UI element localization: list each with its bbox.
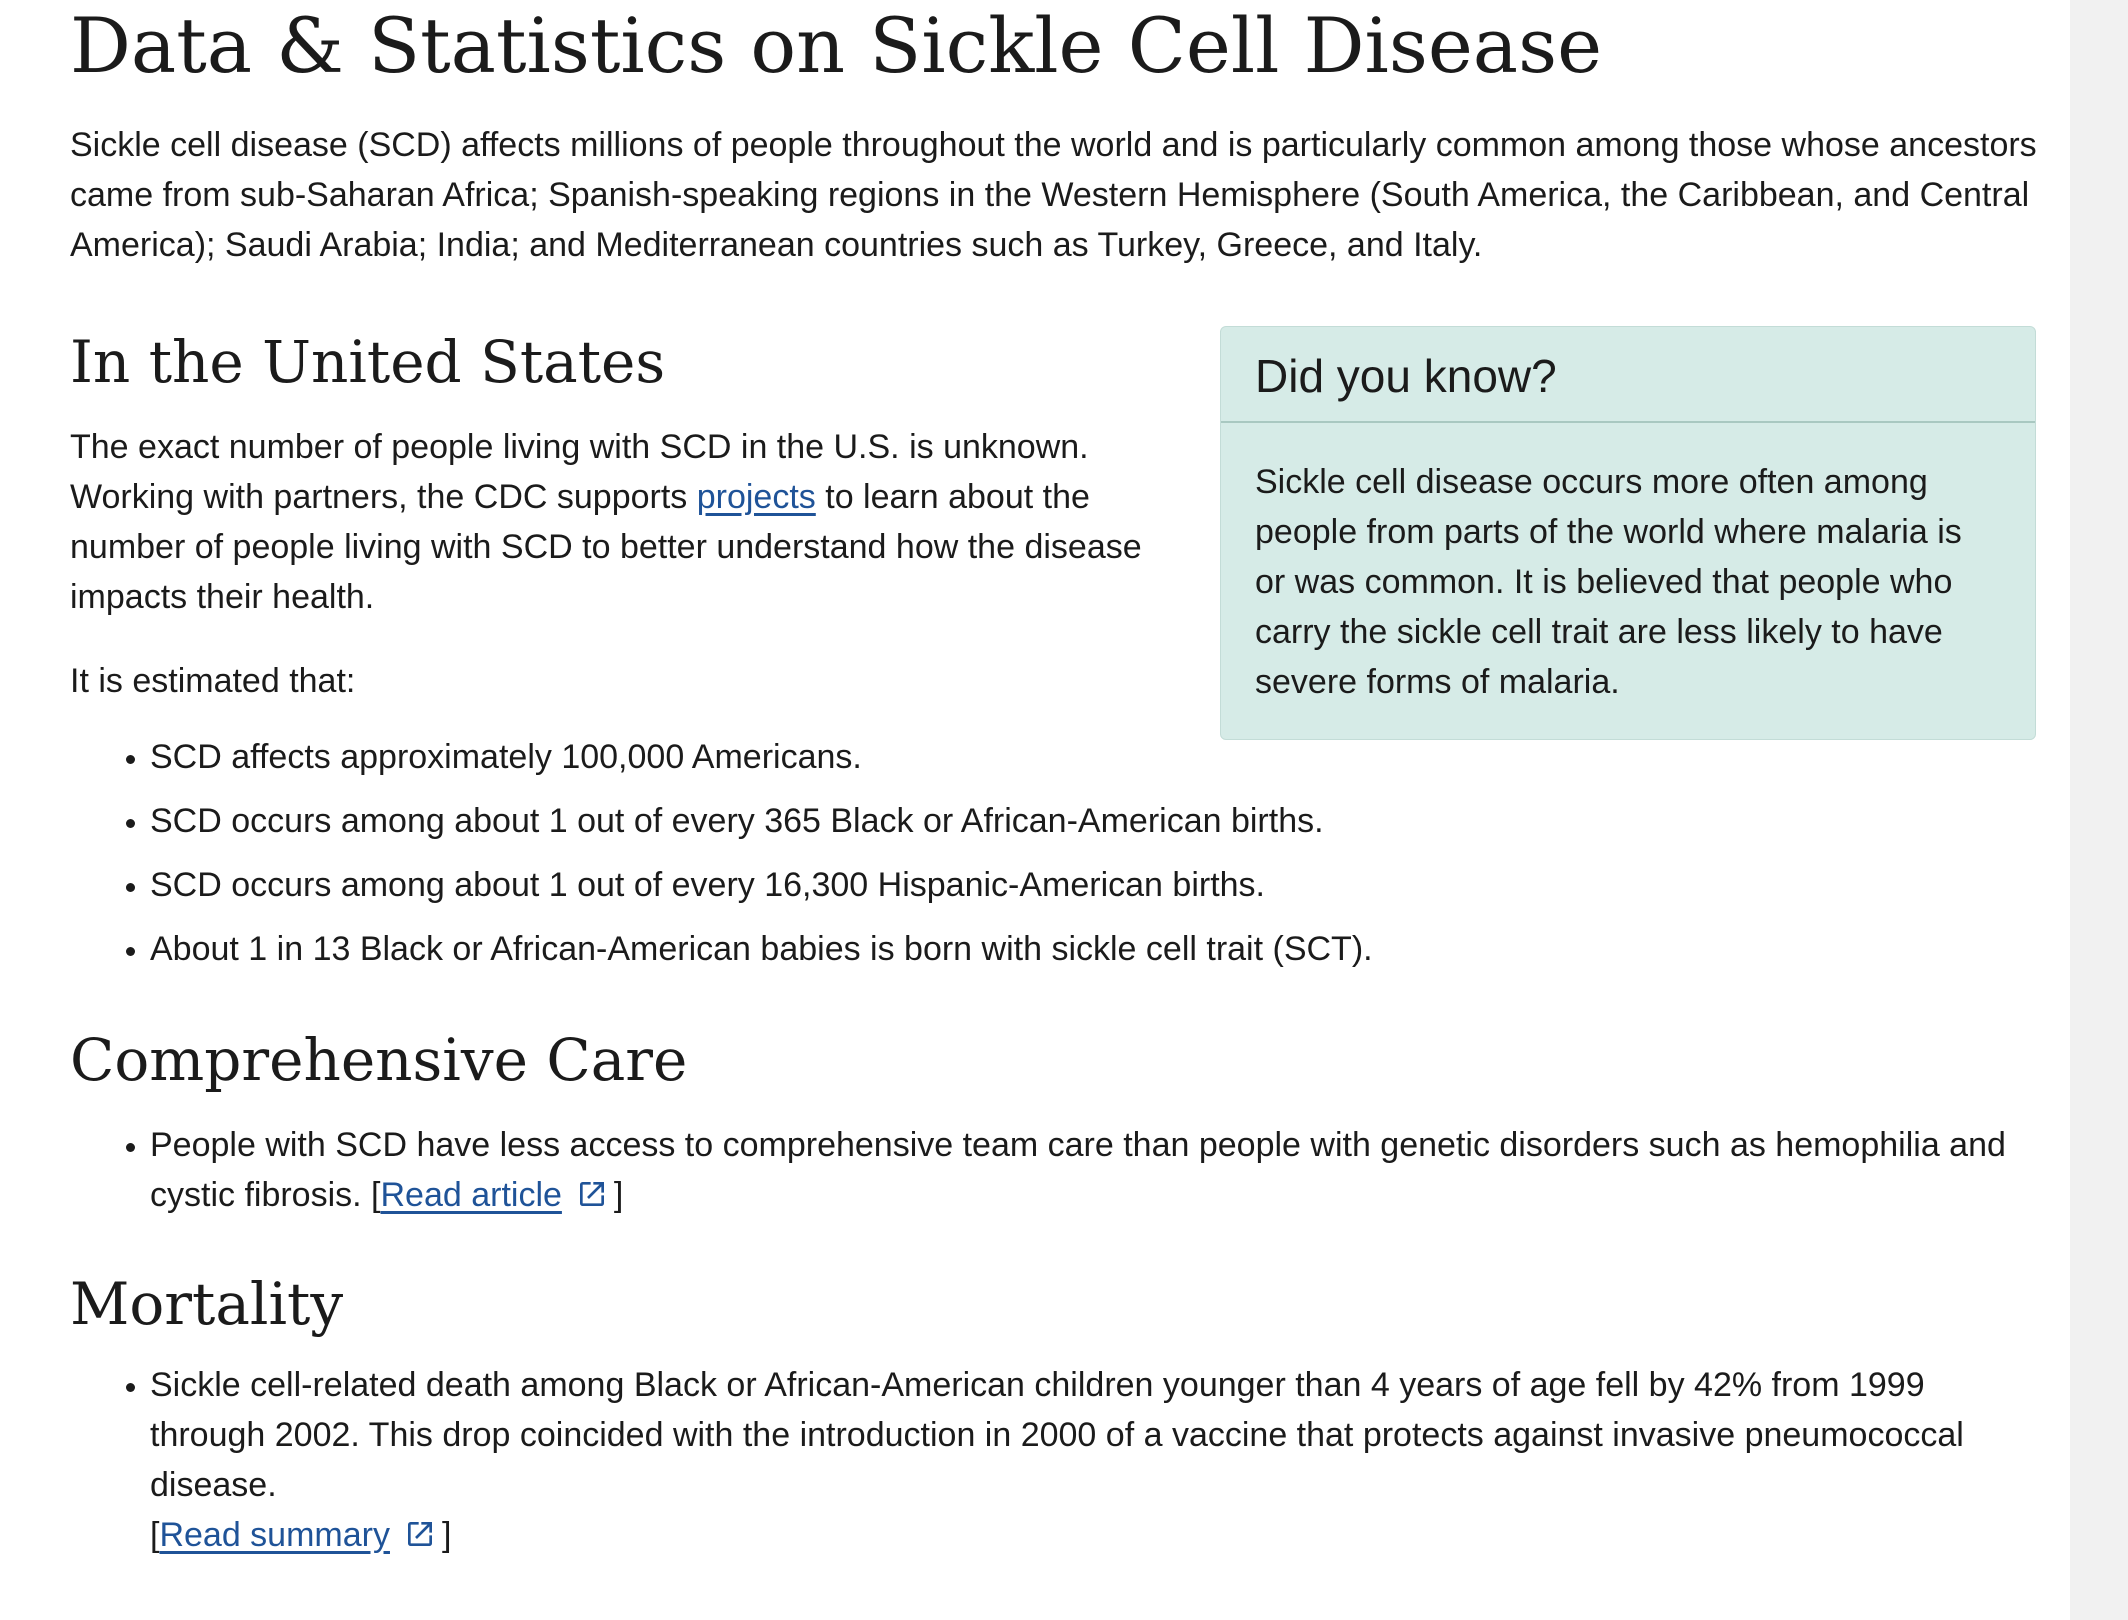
list-item: SCD occurs among about 1 out of every 16…: [150, 860, 2040, 910]
list-item: Sickle cell-related death among Black or…: [150, 1360, 2040, 1560]
intro-paragraph: Sickle cell disease (SCD) affects millio…: [70, 126, 2037, 264]
main-content: Data & Statistics on Sickle Cell Disease…: [70, 0, 2040, 1560]
list-item: SCD affects approximately 100,000 Americ…: [150, 732, 2040, 782]
us-paragraph-text-after: to learn about the number of people livi…: [70, 478, 1142, 616]
us-left-column: In the United States The exact number of…: [70, 326, 1200, 706]
us-paragraph-text-before: The exact number of people living with S…: [70, 428, 1089, 516]
external-link-icon: [407, 1522, 432, 1546]
page-title: Data & Statistics on Sickle Cell Disease: [70, 1, 1603, 90]
care-list: People with SCD have less access to comp…: [70, 1120, 2040, 1220]
read-summary-link[interactable]: Read summary: [159, 1516, 442, 1554]
did-you-know-callout: Did you know? Sickle cell disease occurs…: [1220, 326, 2036, 740]
list-item: SCD occurs among about 1 out of every 36…: [150, 796, 2040, 846]
us-heading: In the United States: [70, 328, 666, 396]
us-paragraph: The exact number of people living with S…: [70, 422, 1200, 622]
external-link-icon: [579, 1182, 604, 1206]
us-section: In the United States The exact number of…: [70, 326, 2040, 740]
list-item: About 1 in 13 Black or African-American …: [150, 924, 2040, 974]
mortality-item-close: ]: [441, 1516, 452, 1554]
stats-list: SCD affects approximately 100,000 Americ…: [70, 732, 2040, 974]
read-summary-label: Read summary: [159, 1516, 390, 1554]
mortality-item-text: Sickle cell-related death among Black or…: [150, 1366, 1964, 1504]
read-article-link[interactable]: Read article: [380, 1176, 613, 1214]
care-item-text: People with SCD have less access to comp…: [150, 1126, 2006, 1214]
projects-link[interactable]: projects: [696, 478, 816, 516]
mortality-item-open: [: [150, 1516, 160, 1554]
care-heading: Comprehensive Care: [70, 1026, 688, 1094]
care-item-close: ]: [613, 1176, 624, 1214]
mortality-list: Sickle cell-related death among Black or…: [70, 1360, 2040, 1560]
callout-title: Did you know?: [1221, 327, 2035, 423]
scrollbar-track[interactable]: [2070, 0, 2128, 1620]
mortality-heading: Mortality: [70, 1270, 344, 1338]
callout-body: Sickle cell disease occurs more often am…: [1255, 463, 1962, 701]
read-article-label: Read article: [380, 1176, 562, 1214]
estimate-intro: It is estimated that:: [70, 662, 356, 700]
list-item: People with SCD have less access to comp…: [150, 1120, 2040, 1220]
